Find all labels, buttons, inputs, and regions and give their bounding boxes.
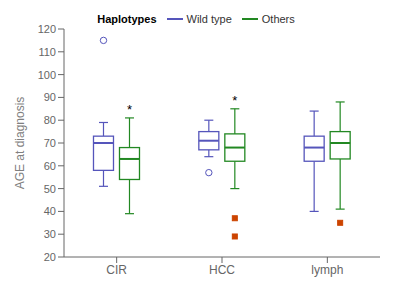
svg-text:60: 60 (44, 160, 56, 172)
svg-text:120: 120 (38, 23, 56, 35)
svg-text:30: 30 (44, 228, 56, 240)
html-text:Wild type: Wild type (186, 13, 232, 25)
svg-text:lymph: lymph (311, 263, 343, 277)
svg-text:50: 50 (44, 183, 56, 195)
svg-text:100: 100 (38, 69, 56, 81)
svg-text:90: 90 (44, 91, 56, 103)
svg-text:*: * (127, 102, 132, 117)
svg-text:HCC: HCC (209, 263, 235, 277)
svg-text:CIR: CIR (106, 263, 127, 277)
svg-text:80: 80 (44, 114, 56, 126)
svg-text:70: 70 (44, 137, 56, 149)
svg-text:110: 110 (38, 46, 56, 58)
html-text:Haplotypes: Haplotypes (97, 13, 157, 25)
svg-text:20: 20 (44, 251, 56, 263)
svg-text:40: 40 (44, 205, 56, 217)
svg-text:AGE at diagnosis: AGE at diagnosis (13, 97, 27, 190)
svg-text:*: * (232, 93, 237, 108)
html-text:Others: Others (261, 13, 295, 25)
